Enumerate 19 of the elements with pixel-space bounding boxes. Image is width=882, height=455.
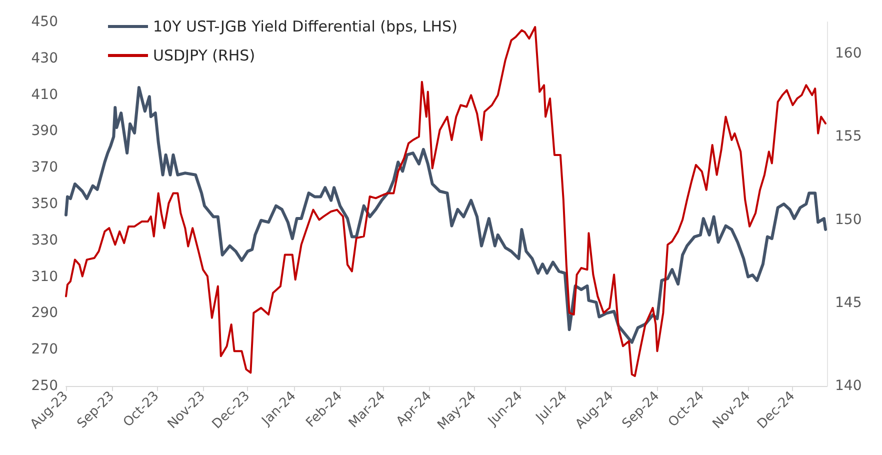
y-tick-label: 430 [31, 50, 58, 66]
line-series [64, 86, 828, 344]
y2-tick-label: 150 [835, 212, 862, 228]
y-tick-label: 270 [31, 342, 58, 358]
legend-label: USDJPY (RHS) [153, 46, 256, 64]
y-tick-label: 290 [31, 305, 58, 322]
y-tick-label: 390 [31, 123, 58, 140]
y-tick-label: 250 [31, 378, 58, 394]
legend-label: 10Y UST-JGB Yield Differential (bps, LHS) [153, 18, 458, 36]
y-tick-label: 450 [31, 14, 58, 30]
y2-tick-label: 160 [835, 46, 862, 62]
y2-tick-label: 155 [835, 128, 862, 145]
y-tick-label: 310 [31, 268, 58, 285]
y-tick-label: 370 [31, 160, 58, 176]
y-tick-label: 330 [31, 232, 58, 248]
y-tick-label: 350 [31, 196, 58, 212]
y-tick-label: 410 [31, 86, 58, 103]
y2-tick-label: 145 [835, 294, 862, 311]
y2-tick-label: 140 [835, 378, 862, 394]
